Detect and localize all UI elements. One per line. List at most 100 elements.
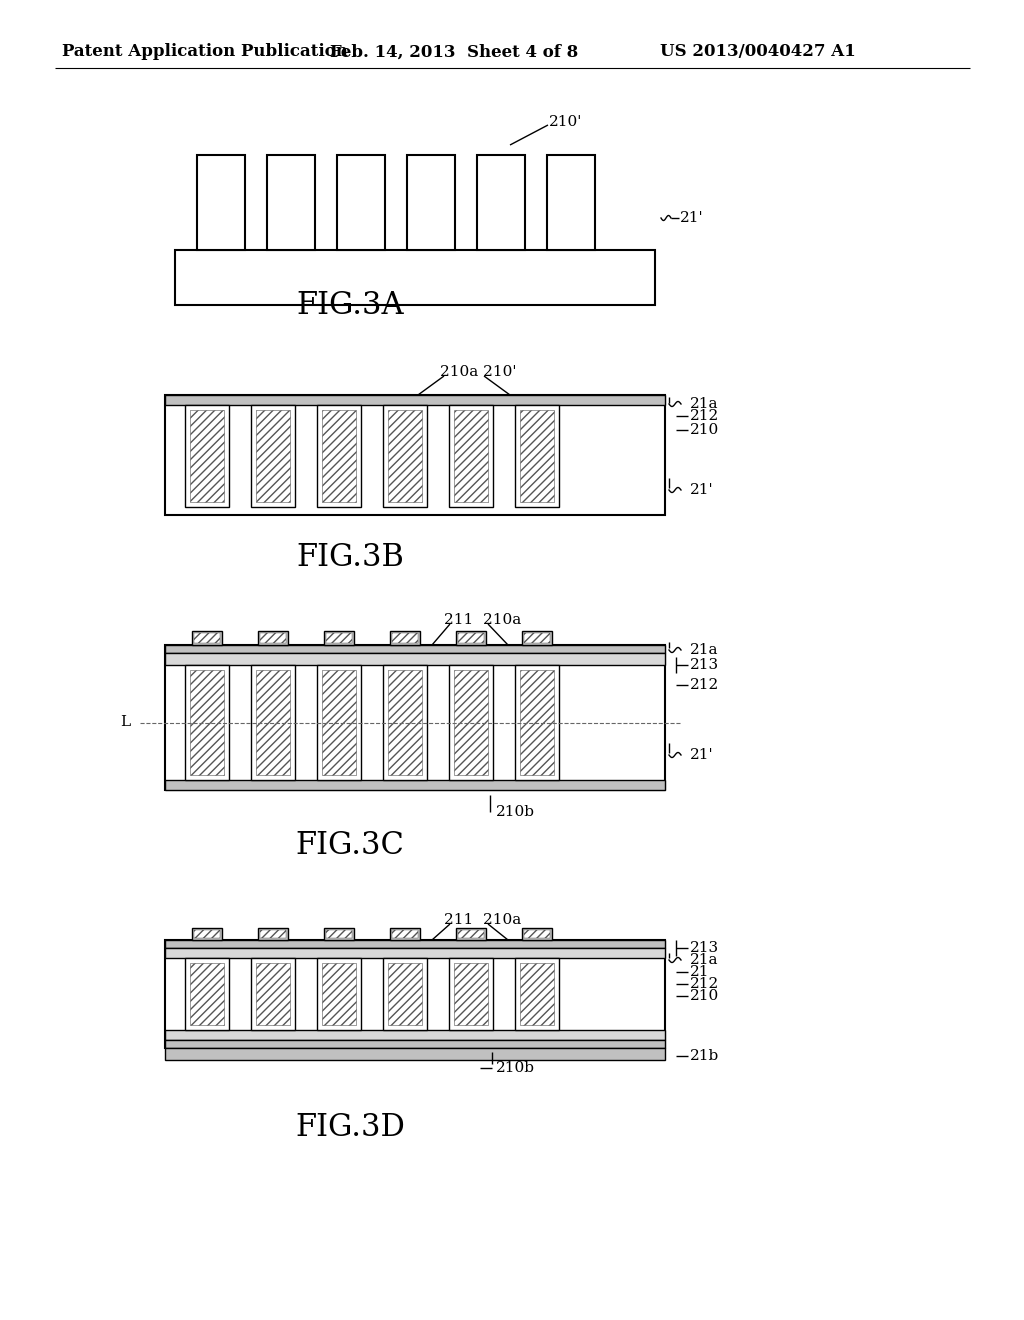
Bar xyxy=(383,405,427,507)
Text: 210: 210 xyxy=(690,422,719,437)
Bar xyxy=(165,1048,665,1060)
Bar xyxy=(322,411,356,502)
Bar xyxy=(251,958,295,1030)
Bar xyxy=(165,645,665,789)
Bar xyxy=(388,411,422,502)
Bar xyxy=(407,154,455,249)
Text: 210b: 210b xyxy=(496,805,535,818)
Text: 21a: 21a xyxy=(690,397,719,411)
Text: 21: 21 xyxy=(690,965,710,979)
Text: 212: 212 xyxy=(690,678,719,692)
Text: 213: 213 xyxy=(690,941,719,954)
Bar xyxy=(520,964,554,1026)
Text: 21': 21' xyxy=(680,211,703,224)
Text: 21': 21' xyxy=(690,748,714,762)
Bar xyxy=(258,928,288,940)
Bar xyxy=(165,940,665,948)
Text: 210a 210': 210a 210' xyxy=(440,366,516,379)
Bar xyxy=(193,928,222,940)
Bar xyxy=(522,631,552,645)
Bar xyxy=(383,665,427,780)
Text: 210b: 210b xyxy=(496,1061,535,1074)
Text: 212: 212 xyxy=(690,977,719,991)
Text: 212: 212 xyxy=(690,409,719,422)
Bar xyxy=(458,931,484,939)
Text: 210: 210 xyxy=(690,989,719,1003)
Text: FIG.3D: FIG.3D xyxy=(295,1113,404,1143)
Bar xyxy=(317,958,361,1030)
Bar xyxy=(165,1030,665,1040)
Bar xyxy=(165,395,665,405)
Bar xyxy=(165,948,665,958)
Bar xyxy=(165,780,665,789)
Bar xyxy=(515,958,559,1030)
Bar xyxy=(458,634,484,643)
Bar xyxy=(165,395,665,515)
Bar xyxy=(165,1040,665,1048)
Bar xyxy=(317,405,361,507)
Bar xyxy=(524,931,550,939)
Bar xyxy=(185,405,229,507)
Bar xyxy=(454,964,488,1026)
Bar xyxy=(515,665,559,780)
Bar xyxy=(193,631,222,645)
Bar xyxy=(165,940,665,1048)
Text: US 2013/0040427 A1: US 2013/0040427 A1 xyxy=(660,44,856,61)
Bar xyxy=(256,964,290,1026)
Bar xyxy=(185,665,229,780)
Bar xyxy=(190,411,224,502)
Bar xyxy=(454,671,488,775)
Bar xyxy=(522,928,552,940)
Bar xyxy=(337,154,385,249)
Bar xyxy=(515,405,559,507)
Bar xyxy=(165,653,665,665)
Bar xyxy=(390,928,420,940)
Bar xyxy=(477,154,525,249)
Text: Patent Application Publication: Patent Application Publication xyxy=(62,44,348,61)
Text: 211  210a: 211 210a xyxy=(444,913,521,927)
Bar xyxy=(454,411,488,502)
Bar xyxy=(524,634,550,643)
Bar xyxy=(267,154,315,249)
Bar xyxy=(165,645,665,653)
Bar xyxy=(317,665,361,780)
Bar xyxy=(326,634,352,643)
Bar xyxy=(194,634,220,643)
Bar xyxy=(449,405,493,507)
Bar xyxy=(388,671,422,775)
Text: 21a: 21a xyxy=(690,953,719,968)
Text: FIG.3A: FIG.3A xyxy=(296,289,403,321)
Bar xyxy=(256,671,290,775)
Bar xyxy=(322,671,356,775)
Text: 21b: 21b xyxy=(690,1049,719,1063)
Bar xyxy=(449,665,493,780)
Bar xyxy=(256,411,290,502)
Bar xyxy=(260,634,286,643)
Bar xyxy=(392,931,418,939)
Bar xyxy=(388,964,422,1026)
Bar xyxy=(456,928,486,940)
Text: 21': 21' xyxy=(690,483,714,498)
Text: L: L xyxy=(120,715,130,730)
Bar xyxy=(324,928,354,940)
Text: 210': 210' xyxy=(549,115,583,129)
Bar xyxy=(197,154,245,249)
Bar xyxy=(194,931,220,939)
Bar xyxy=(520,411,554,502)
Bar xyxy=(520,671,554,775)
Bar xyxy=(251,665,295,780)
Text: Feb. 14, 2013  Sheet 4 of 8: Feb. 14, 2013 Sheet 4 of 8 xyxy=(330,44,579,61)
Bar xyxy=(175,249,655,305)
Bar xyxy=(390,631,420,645)
Bar xyxy=(185,958,229,1030)
Bar xyxy=(260,931,286,939)
Bar xyxy=(392,634,418,643)
Bar xyxy=(326,931,352,939)
Bar xyxy=(322,964,356,1026)
Text: 213: 213 xyxy=(690,657,719,672)
Text: 211  210a: 211 210a xyxy=(444,612,521,627)
Bar xyxy=(190,671,224,775)
Text: FIG.3B: FIG.3B xyxy=(296,543,403,573)
Bar xyxy=(258,631,288,645)
Bar xyxy=(383,958,427,1030)
